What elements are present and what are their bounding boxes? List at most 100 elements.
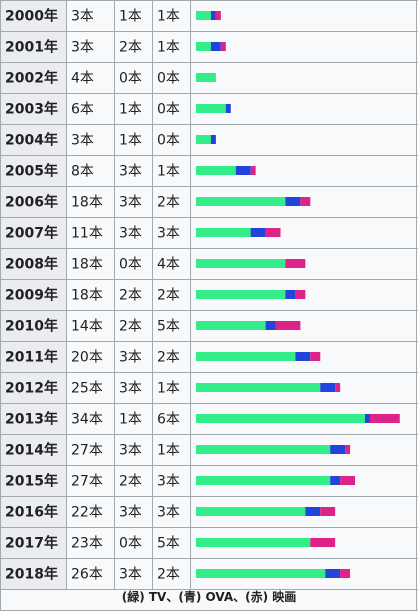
bar-segment- [335,383,341,392]
count-label-: 5本 [157,536,180,552]
bar-segment-tv [196,445,331,454]
bar-segment-tv [196,166,236,175]
bar-segment- [275,321,301,330]
bar-segment-ova [330,445,346,454]
count-label-tv: 3本 [71,9,94,25]
bar-segment-ova [325,569,341,578]
count-label-: 1本 [157,40,180,56]
count-label-ova: 0本 [119,257,142,273]
count-label-: 1本 [157,164,180,180]
year-cell [0,279,66,310]
year-cell [0,465,66,496]
count-label-tv: 18本 [71,195,103,211]
bar-segment- [295,290,306,299]
count-label-ova: 3本 [119,350,142,366]
count-label-tv: 18本 [71,257,103,273]
year-cell [0,186,66,217]
count-label-: 2本 [157,350,180,366]
count-label-: 4本 [157,257,180,273]
bar-segment-ova [285,197,301,206]
year-cell [0,0,66,31]
bar-segment- [250,166,256,175]
year-cell [0,93,66,124]
count-label-ova: 2本 [119,40,142,56]
count-label-tv: 4本 [71,71,94,87]
count-label-ova: 1本 [119,102,142,118]
year-label: 2006年 [5,194,58,211]
year-label: 2003年 [5,101,58,118]
data-row [66,31,416,62]
count-label-ova: 3本 [119,567,142,583]
data-row [66,62,416,93]
count-label-: 2本 [157,288,180,304]
count-label-: 1本 [157,381,180,397]
bar-segment-tv [196,259,286,268]
year-label: 2015年 [5,473,58,490]
bar-segment- [310,538,336,547]
bar-segment- [369,414,400,423]
count-label-ova: 0本 [119,536,142,552]
bar-segment- [285,259,306,268]
count-label-: 2本 [157,195,180,211]
bar-segment-tv [196,383,321,392]
year-cell [0,248,66,279]
count-label-: 6本 [157,412,180,428]
year-label: 2009年 [5,287,58,304]
count-label-ova: 3本 [119,226,142,242]
bar-segment- [300,197,311,206]
bar-segment- [310,352,321,361]
year-cell [0,217,66,248]
bar-segment-ova [210,42,221,51]
data-row [66,0,416,31]
year-label: 2005年 [5,163,58,180]
bar-segment-tv [196,197,286,206]
count-label-tv: 34本 [71,412,103,428]
bar-segment-tv [196,352,296,361]
count-label-ova: 3本 [119,195,142,211]
bar-segment- [340,476,356,485]
year-cell [0,124,66,155]
count-label-ova: 2本 [119,319,142,335]
bar-segment-ova [265,321,276,330]
bar-segment-tv [196,507,306,516]
data-row [66,93,416,124]
bar-segment-ova [250,228,266,237]
bar-segment- [220,42,226,51]
year-cell [0,31,66,62]
bar-segment-tv [196,104,226,113]
year-cell [0,62,66,93]
count-label-tv: 11本 [71,226,103,242]
bar-segment-ova [235,166,251,175]
bar-segment- [320,507,336,516]
count-label-tv: 27本 [71,474,103,490]
bar-segment-tv [196,538,311,547]
count-label-ova: 3本 [119,164,142,180]
count-label-ova: 0本 [119,71,142,87]
bar-segment- [265,228,281,237]
year-label: 2008年 [5,256,58,273]
count-label-tv: 8本 [71,164,94,180]
year-cell [0,527,66,558]
year-cell [0,496,66,527]
year-label: 2016年 [5,504,58,521]
count-label-tv: 6本 [71,102,94,118]
bar-segment-ova [320,383,336,392]
bar-segment-tv [196,321,266,330]
year-label: 2007年 [5,225,58,242]
count-label-: 3本 [157,226,180,242]
legend-caption: (緑) TV、(青) OVA、(赤) 映画 [121,590,297,604]
bar-segment-ova [364,414,370,423]
count-label-: 3本 [157,505,180,521]
year-label: 2018年 [5,566,58,583]
count-label-tv: 26本 [71,567,103,583]
bar-segment-ova [225,104,231,113]
count-label-tv: 3本 [71,133,94,149]
count-label-ova: 3本 [119,381,142,397]
bar-segment-ova [210,135,216,144]
year-cell [0,155,66,186]
bar-segment-ova [295,352,311,361]
count-label-: 0本 [157,102,180,118]
count-label-ova: 2本 [119,474,142,490]
count-label-: 2本 [157,567,180,583]
